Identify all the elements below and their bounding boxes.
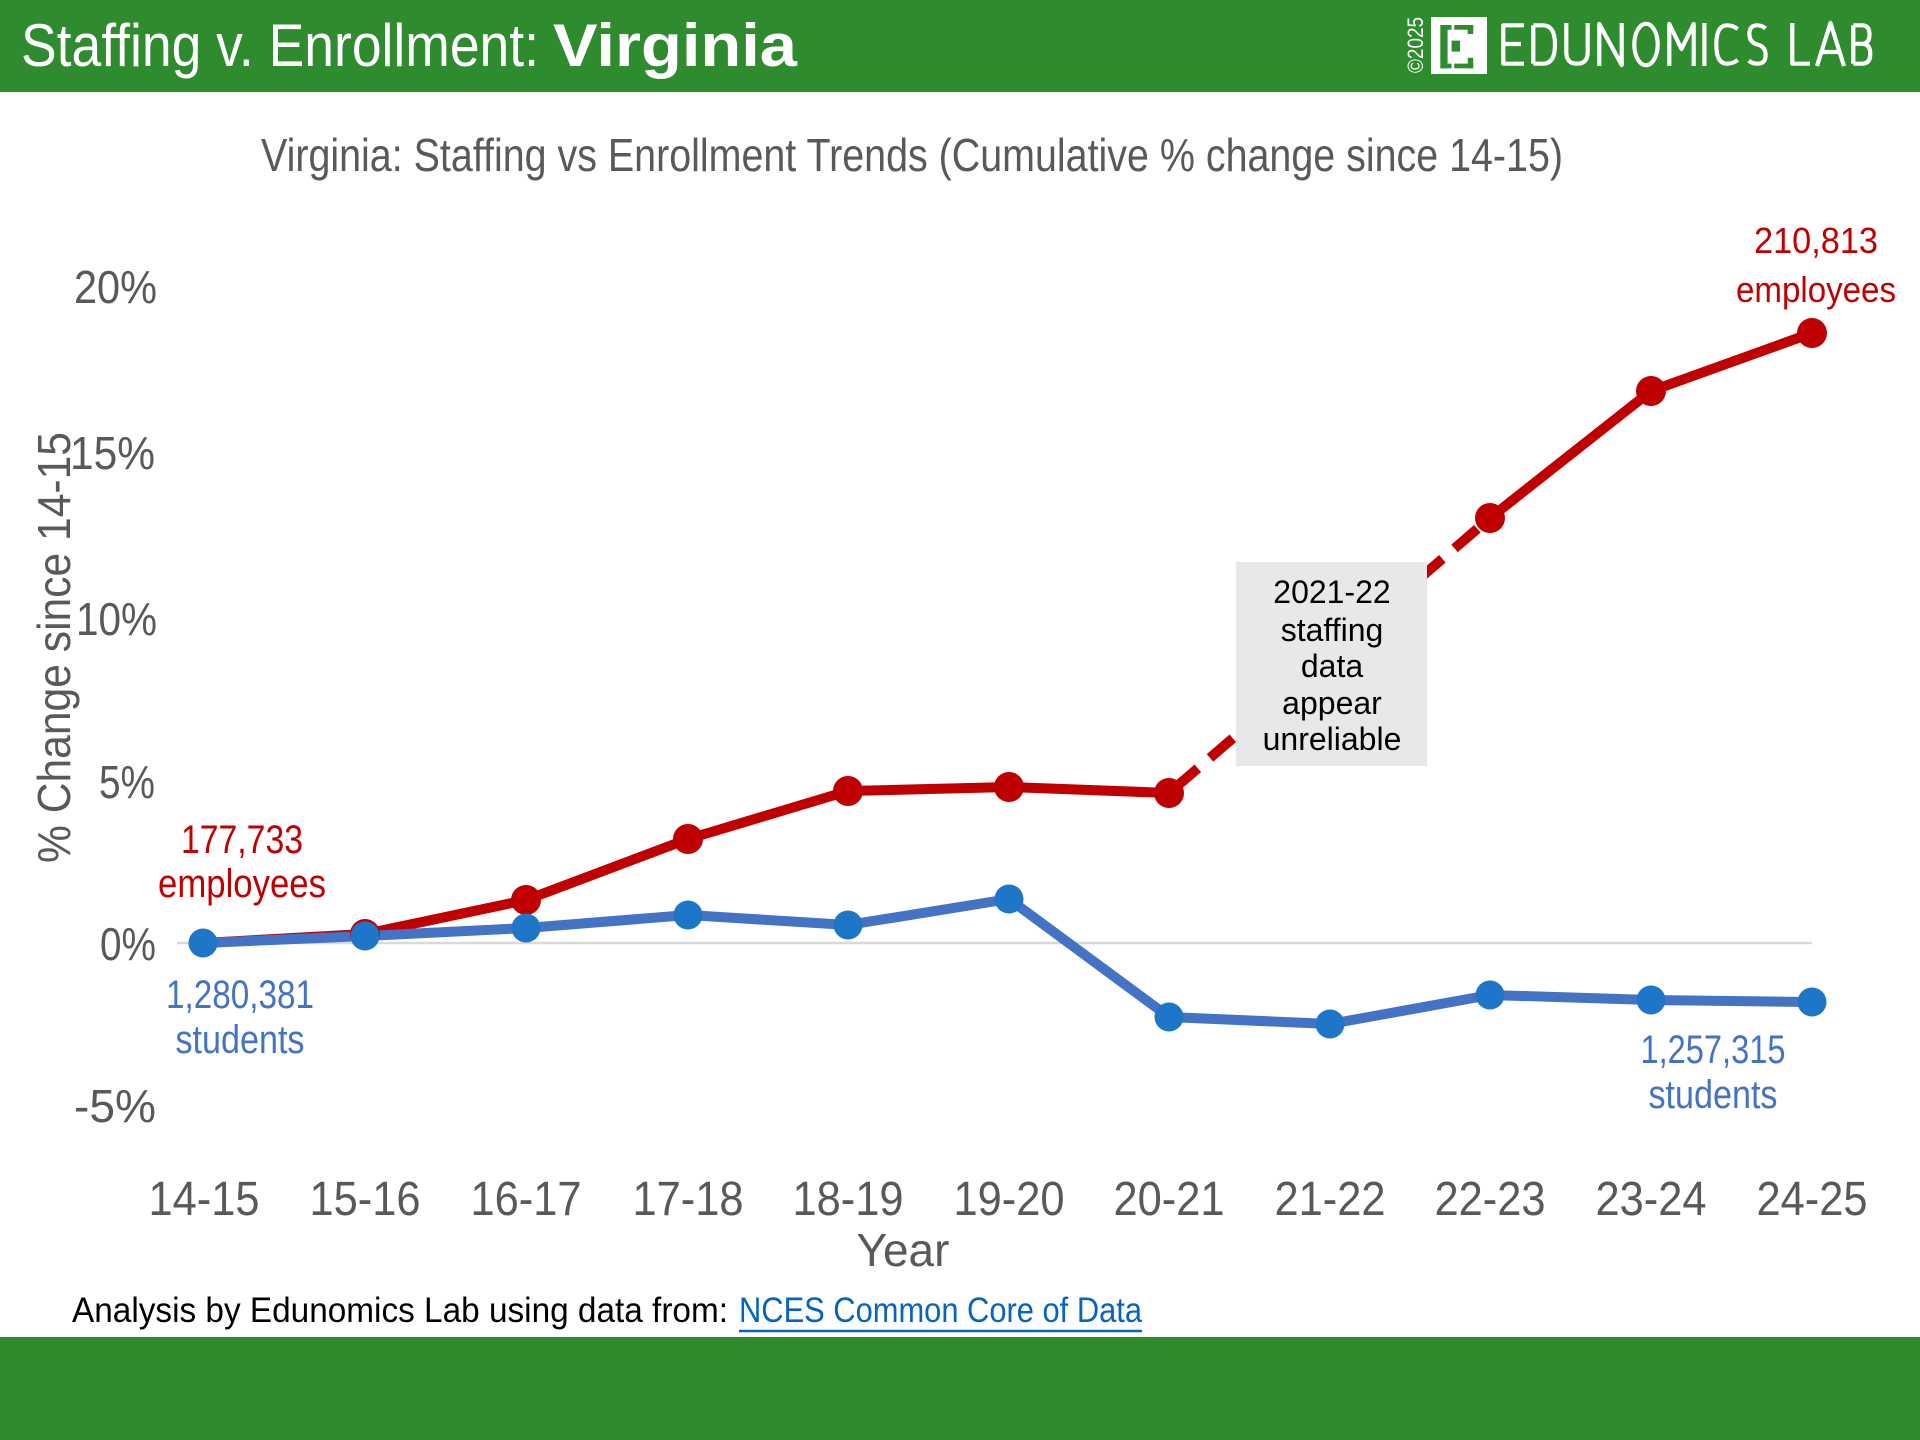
svg-text:% Change since 14-15: % Change since 14-15	[28, 432, 80, 863]
svg-text:177,733: 177,733	[181, 818, 303, 862]
svg-text:1,257,315: 1,257,315	[1641, 1028, 1786, 1072]
svg-text:Year: Year	[857, 1224, 950, 1276]
svg-text:Staffing v. Enrollment:: Staffing v. Enrollment:	[21, 12, 539, 79]
svg-text:unreliable: unreliable	[1263, 721, 1402, 757]
svg-text:10%: 10%	[76, 593, 157, 645]
svg-text:22-23: 22-23	[1435, 1173, 1546, 1226]
svg-text:employees: employees	[1736, 269, 1896, 310]
svg-text:©2025: ©2025	[1403, 17, 1428, 73]
svg-text:210,813: 210,813	[1754, 220, 1878, 261]
svg-text:0%: 0%	[100, 918, 156, 970]
svg-text:students: students	[176, 1018, 305, 1062]
svg-text:2021-22: 2021-22	[1273, 574, 1390, 610]
svg-text:-5%: -5%	[74, 1080, 156, 1132]
svg-text:staffing: staffing	[1281, 612, 1384, 648]
svg-text:NCES Common Core of Data: NCES Common Core of Data	[739, 1291, 1142, 1330]
svg-text:20%: 20%	[74, 261, 157, 313]
svg-text:15-16: 15-16	[310, 1173, 421, 1226]
svg-text:employees: employees	[158, 862, 326, 906]
svg-text:Virginia: Staffing vs Enrollme: Virginia: Staffing vs Enrollment Trends …	[261, 129, 1563, 181]
svg-text:16-17: 16-17	[471, 1173, 582, 1226]
svg-text:Analysis by Edunomics Lab usin: Analysis by Edunomics Lab using data fro…	[72, 1291, 728, 1330]
svg-text:1,280,381: 1,280,381	[166, 973, 314, 1017]
svg-text:23-24: 23-24	[1596, 1173, 1707, 1226]
svg-text:24-25: 24-25	[1757, 1173, 1868, 1226]
svg-text:data: data	[1301, 648, 1363, 684]
svg-text:20-21: 20-21	[1114, 1173, 1225, 1226]
svg-text:18-19: 18-19	[793, 1173, 904, 1226]
svg-text:students: students	[1649, 1073, 1778, 1117]
svg-text:19-20: 19-20	[954, 1173, 1065, 1226]
svg-text:21-22: 21-22	[1275, 1173, 1386, 1226]
svg-text:17-18: 17-18	[633, 1173, 744, 1226]
svg-text:15%: 15%	[70, 427, 155, 479]
svg-text:5%: 5%	[99, 756, 155, 808]
svg-text:appear: appear	[1282, 685, 1382, 721]
svg-text:Virginia: Virginia	[553, 12, 798, 79]
svg-text:14-15: 14-15	[149, 1173, 260, 1226]
